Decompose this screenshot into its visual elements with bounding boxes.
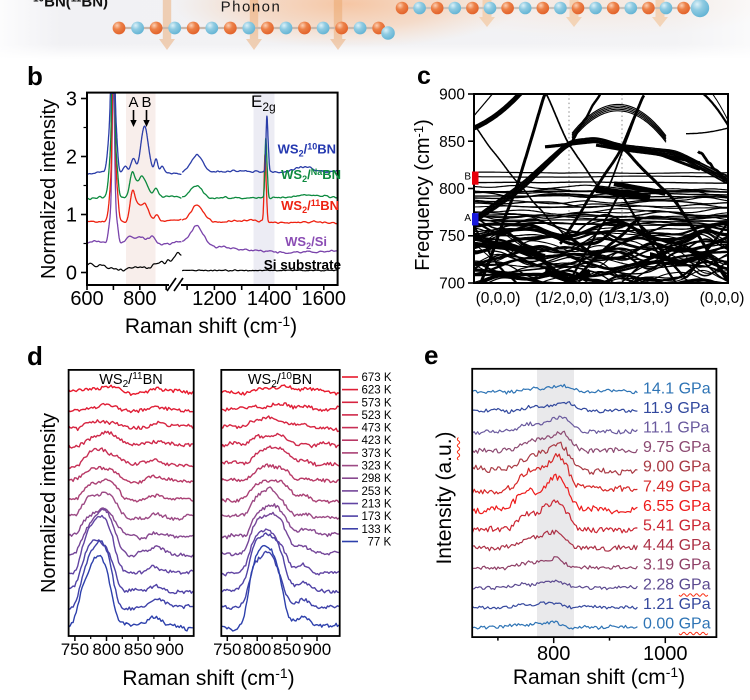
svg-text:673 K: 673 K [362, 372, 392, 384]
svg-text:133 K: 133 K [362, 524, 392, 536]
svg-text:1000: 1000 [643, 643, 688, 665]
svg-text:b: b [27, 61, 43, 91]
svg-text:900: 900 [303, 640, 331, 659]
svg-text:3: 3 [66, 89, 77, 111]
svg-text:c: c [417, 62, 431, 90]
svg-text:5.41 GPa: 5.41 GPa [643, 518, 711, 535]
svg-text:A: A [464, 213, 471, 224]
svg-text:Phonon: Phonon [221, 0, 282, 16]
svg-text:900: 900 [439, 87, 465, 104]
svg-text:900: 900 [156, 640, 184, 659]
svg-text:4.44 GPa: 4.44 GPa [643, 537, 711, 554]
svg-text:14.1 GPa: 14.1 GPa [643, 380, 711, 397]
svg-text:(1/2,0,0): (1/2,0,0) [535, 290, 593, 307]
svg-text:3.19 GPa: 3.19 GPa [643, 557, 711, 574]
svg-text:77 K: 77 K [368, 537, 392, 549]
svg-text:523 K: 523 K [362, 410, 392, 422]
svg-text:Normalized intensity: Normalized intensity [38, 413, 60, 593]
svg-text:Raman shift (cm-1): Raman shift (cm-1) [125, 313, 297, 338]
svg-text:6.55 GPa: 6.55 GPa [643, 498, 711, 515]
svg-text:750: 750 [213, 640, 241, 659]
svg-text:850: 850 [273, 640, 301, 659]
svg-text:d: d [27, 341, 43, 371]
svg-text:1: 1 [66, 205, 77, 227]
svg-text:Frequency (cm-1): Frequency (cm-1) [411, 119, 434, 271]
svg-text:Raman shift (cm-1): Raman shift (cm-1) [122, 665, 294, 690]
svg-text:473 K: 473 K [362, 423, 392, 435]
svg-text:WS2/11BN: WS2/11BN [281, 198, 339, 215]
svg-text:623 K: 623 K [362, 385, 392, 397]
svg-text:850: 850 [124, 640, 152, 659]
svg-text:WS2/10BN: WS2/10BN [248, 371, 312, 390]
svg-text:1200: 1200 [192, 288, 237, 310]
svg-text:WS2/11BN: WS2/11BN [99, 371, 163, 390]
svg-text:800: 800 [439, 181, 465, 198]
svg-text:B: B [141, 94, 151, 111]
svg-text:(0,0,0): (0,0,0) [700, 290, 745, 307]
svg-text:1600: 1600 [302, 288, 347, 310]
svg-text:10BN(11BN): 10BN(11BN) [33, 0, 108, 11]
svg-text:0.00 GPa: 0.00 GPa [643, 616, 711, 633]
svg-text:WS2/Si: WS2/Si [285, 234, 327, 251]
svg-text:WS2/10BN: WS2/10BN [278, 142, 336, 159]
svg-text:9.75 GPa: 9.75 GPa [643, 439, 711, 456]
svg-text:850: 850 [439, 134, 465, 151]
svg-text:323 K: 323 K [362, 461, 392, 473]
svg-text:750: 750 [61, 640, 89, 659]
svg-text:800: 800 [537, 643, 570, 665]
svg-text:7.49 GPa: 7.49 GPa [643, 478, 711, 495]
svg-text:800: 800 [243, 640, 271, 659]
svg-text:373 K: 373 K [362, 448, 392, 460]
svg-text:0: 0 [66, 263, 77, 285]
svg-text:9.00 GPa: 9.00 GPa [643, 459, 711, 476]
svg-text:800: 800 [92, 640, 120, 659]
svg-text:11.1 GPa: 11.1 GPa [643, 420, 710, 437]
svg-text:253 K: 253 K [362, 486, 392, 498]
svg-text:(0,0,0): (0,0,0) [476, 290, 521, 307]
svg-text:Intensity (a.u.): Intensity (a.u.) [433, 431, 456, 564]
svg-text:1.21 GPa: 1.21 GPa [643, 596, 711, 613]
svg-text:Normalized intensity: Normalized intensity [38, 99, 60, 279]
svg-text:e: e [424, 340, 438, 370]
svg-text:11.9 GPa: 11.9 GPa [643, 400, 710, 417]
svg-text:573 K: 573 K [362, 397, 392, 409]
svg-text:2: 2 [66, 147, 77, 169]
svg-text:2.28 GPa: 2.28 GPa [643, 576, 711, 593]
svg-text:600: 600 [70, 288, 103, 310]
svg-text:700: 700 [439, 276, 465, 293]
svg-text:Si substrate: Si substrate [264, 258, 342, 273]
svg-text:800: 800 [123, 288, 156, 310]
svg-text:Raman shift (cm-1): Raman shift (cm-1) [513, 664, 685, 689]
svg-text:423 K: 423 K [362, 435, 392, 447]
svg-text:213 K: 213 K [362, 499, 392, 511]
svg-text:WS2/NaBN: WS2/NaBN [281, 167, 341, 184]
svg-text:A: A [128, 94, 138, 111]
svg-text:750: 750 [439, 228, 465, 245]
svg-text:173 K: 173 K [362, 511, 392, 523]
svg-text:1400: 1400 [247, 288, 292, 310]
svg-text:(1/3,1/3,0): (1/3,1/3,0) [599, 290, 670, 307]
svg-text:298 K: 298 K [362, 473, 392, 485]
svg-text:B: B [464, 172, 471, 183]
